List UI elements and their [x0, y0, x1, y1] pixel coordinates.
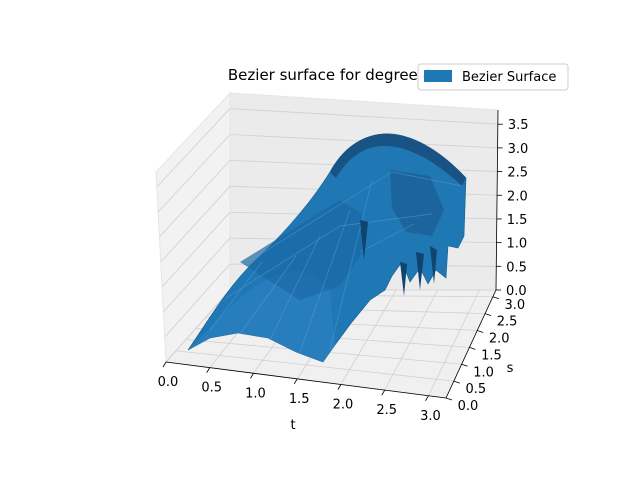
y-axis-label: s — [507, 361, 514, 376]
y-tick-label-3: 1.5 — [481, 348, 502, 363]
x-tick-mark-2 — [250, 373, 254, 379]
surface-inner-shadow — [390, 170, 444, 236]
x-tick-mark-5 — [381, 389, 386, 396]
x-tick-label-2: 1.0 — [245, 386, 266, 401]
legend-box — [417, 63, 569, 91]
legend-label: Bezier Surface — [462, 70, 556, 85]
axis-spines — [165, 109, 499, 399]
z-tick-label-0: 0.0 — [506, 284, 527, 299]
y-tick-label-4: 2.0 — [489, 332, 510, 347]
legend: Bezier Surface — [417, 63, 569, 91]
x-tick-label-4: 2.0 — [333, 398, 354, 413]
surface-ridge — [330, 133, 466, 186]
y-tick-mark-5 — [484, 313, 492, 317]
z-tick-label-6: 3.0 — [508, 142, 529, 157]
x-tick-mark-4 — [337, 384, 342, 390]
z-tick-label-7: 3.5 — [508, 118, 529, 133]
x-tick-label-3: 1.5 — [289, 392, 310, 407]
x-tick-mark-3 — [293, 378, 298, 385]
y-tick-mark-3 — [469, 346, 476, 350]
chart-title: Bezier surface for degree 4 — [228, 66, 432, 84]
x-tick-label-5: 2.5 — [376, 403, 397, 418]
x-tick-mark-0 — [162, 361, 167, 368]
y-tick-mark-0 — [445, 397, 453, 401]
z-axis-ticks: 0.0 0.5 1.0 1.5 2.0 2.5 3.0 3.5 — [496, 118, 529, 299]
x-tick-mark-1 — [206, 367, 211, 373]
y-tick-label-0: 0.0 — [458, 399, 479, 414]
z-tick-label-3: 1.5 — [507, 213, 528, 228]
surface-spikes — [360, 220, 437, 296]
y-tick-mark-4 — [477, 330, 484, 333]
y-tick-label-1: 0.5 — [465, 382, 486, 397]
x-tick-label-0: 0.0 — [158, 375, 179, 390]
y-axis-ticks: 0.0 0.5 1.0 1.52.0 2.5 3.0 — [445, 296, 526, 414]
z-tick-label-4: 2.0 — [507, 189, 528, 204]
surface-mesh-lines — [209, 171, 463, 353]
y-tick-label-6: 3.0 — [505, 298, 526, 313]
x-axis-label: t — [290, 418, 295, 433]
z-tick-label-1: 0.5 — [506, 260, 527, 275]
x-tick-mark-6 — [425, 395, 429, 401]
z-tick-label-5: 2.5 — [507, 166, 528, 181]
y-tick-mark-1 — [453, 380, 460, 384]
y-tick-mark-6 — [492, 296, 500, 300]
legend-swatch — [424, 70, 452, 82]
x-axis-ticks: 0.0 0.5 1.0 1.5 2.0 2.5 3.0 — [158, 361, 441, 424]
x-tick-label-1: 0.5 — [201, 381, 222, 396]
z-tick-label-2: 1.0 — [507, 237, 528, 252]
y-tick-label-5: 2.5 — [497, 315, 518, 330]
y-tick-mark-2 — [461, 363, 468, 367]
bezier-surface — [187, 133, 467, 363]
y-tick-label-2: 1.0 — [473, 365, 494, 380]
x-tick-label-6: 3.0 — [420, 409, 441, 424]
